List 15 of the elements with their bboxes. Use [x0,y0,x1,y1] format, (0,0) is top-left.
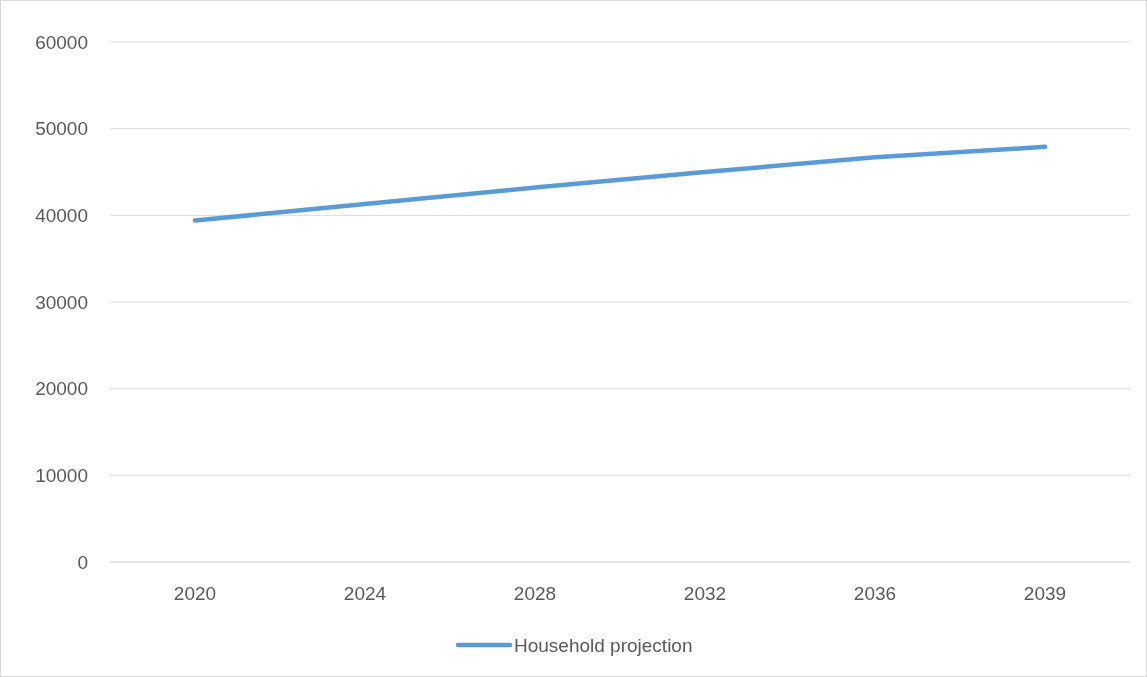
legend-label: Household projection [514,634,693,656]
x-tick-label: 2028 [513,582,557,604]
x-tick-label: 2036 [853,582,897,604]
y-tick-label: 10000 [35,464,88,486]
y-tick-label: 50000 [35,118,88,140]
y-tick-label: 30000 [35,291,88,313]
x-tick-label: 2020 [173,582,217,604]
line-series [192,144,1048,223]
x-tick-label: 2024 [343,582,387,604]
y-tick-label: 60000 [35,31,88,53]
y-tick-label: 0 [77,551,88,573]
x-tick-label: 2032 [683,582,727,604]
y-tick-label: 20000 [35,378,88,400]
x-tick-label: 2039 [1023,582,1067,604]
y-tick-label: 40000 [35,204,88,226]
